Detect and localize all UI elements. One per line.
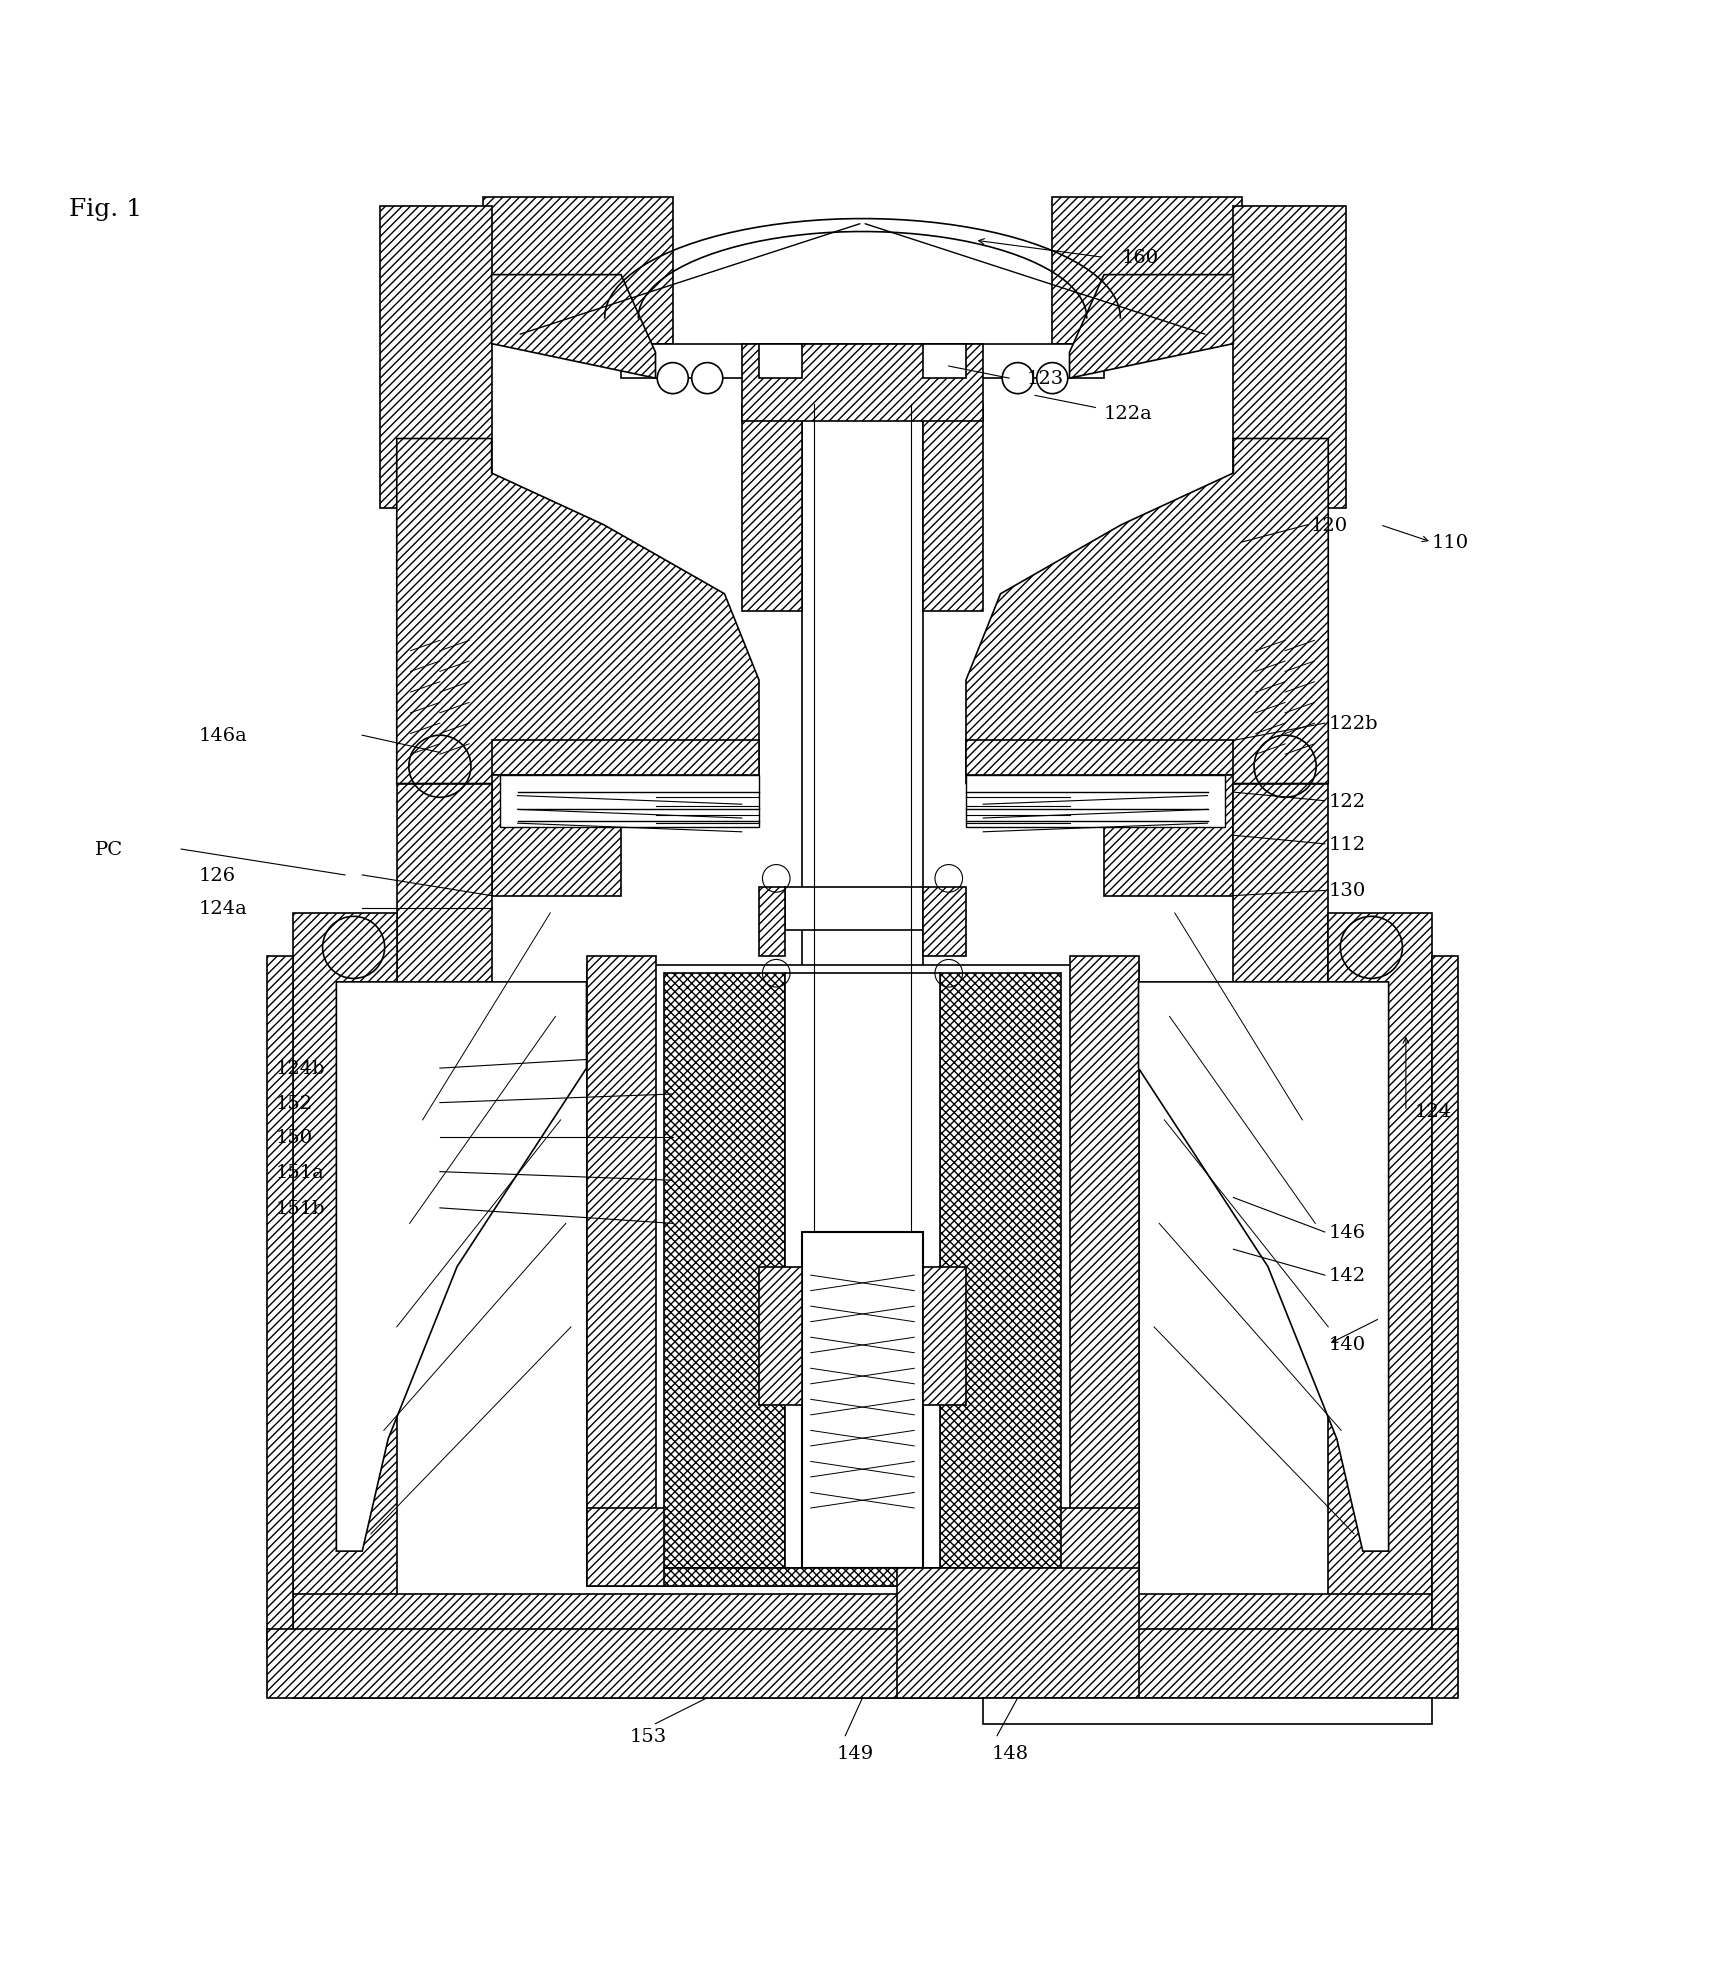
Text: 124b: 124b [276, 1060, 326, 1078]
Text: 123: 123 [1026, 371, 1064, 388]
Text: 122a: 122a [1104, 404, 1152, 422]
Polygon shape [1138, 983, 1389, 1552]
Polygon shape [293, 914, 397, 1699]
Bar [586, 965, 1138, 1586]
Polygon shape [500, 775, 759, 826]
Bar [802, 404, 923, 1233]
Polygon shape [940, 973, 1061, 1568]
Polygon shape [966, 741, 1233, 775]
Circle shape [692, 363, 723, 394]
Text: 151b: 151b [276, 1199, 326, 1217]
Text: 148: 148 [992, 1744, 1030, 1762]
Polygon shape [1104, 775, 1233, 896]
Text: 120: 120 [1311, 517, 1349, 535]
Polygon shape [664, 973, 785, 1568]
Polygon shape [293, 1594, 1432, 1699]
Circle shape [1002, 363, 1033, 394]
Circle shape [1037, 363, 1068, 394]
Text: 126: 126 [198, 866, 236, 884]
Text: 146: 146 [1328, 1223, 1366, 1241]
Polygon shape [1233, 206, 1346, 507]
Polygon shape [1328, 914, 1432, 1699]
Polygon shape [492, 741, 759, 775]
Bar [802, 1233, 923, 1568]
Text: PC: PC [95, 840, 122, 858]
Polygon shape [492, 775, 621, 896]
Text: 110: 110 [1432, 533, 1470, 551]
Text: 130: 130 [1328, 882, 1366, 900]
Polygon shape [267, 957, 293, 1647]
Polygon shape [492, 275, 656, 379]
Polygon shape [1233, 785, 1328, 991]
Polygon shape [664, 1568, 1061, 1586]
Polygon shape [742, 345, 983, 422]
Polygon shape [397, 440, 759, 785]
Polygon shape [897, 1568, 1138, 1699]
Text: Fig. 1: Fig. 1 [69, 198, 141, 220]
Polygon shape [1070, 957, 1138, 1586]
Text: 152: 152 [276, 1094, 314, 1112]
Polygon shape [923, 888, 966, 957]
Text: 122: 122 [1328, 793, 1366, 811]
Polygon shape [923, 404, 983, 612]
Text: 149: 149 [837, 1744, 875, 1762]
Text: 124a: 124a [198, 900, 247, 918]
Polygon shape [785, 888, 923, 932]
Polygon shape [1432, 957, 1458, 1647]
Polygon shape [983, 1699, 1432, 1724]
Text: 122b: 122b [1328, 716, 1378, 733]
Text: 150: 150 [276, 1128, 314, 1146]
Polygon shape [397, 785, 492, 991]
Text: 151a: 151a [276, 1163, 324, 1181]
Polygon shape [483, 198, 673, 345]
Text: 112: 112 [1328, 836, 1366, 854]
Polygon shape [336, 983, 586, 1552]
Text: 153: 153 [630, 1726, 668, 1744]
Polygon shape [759, 888, 785, 957]
Bar [785, 973, 940, 1568]
Text: 142: 142 [1328, 1266, 1366, 1284]
Text: 124: 124 [1414, 1102, 1452, 1120]
Circle shape [657, 363, 688, 394]
Text: 140: 140 [1328, 1336, 1366, 1354]
Polygon shape [267, 1629, 1458, 1699]
Polygon shape [966, 440, 1328, 785]
Polygon shape [742, 404, 802, 612]
Polygon shape [923, 345, 966, 379]
Polygon shape [586, 1508, 1138, 1586]
Text: 160: 160 [1121, 250, 1159, 268]
Polygon shape [380, 206, 492, 507]
Polygon shape [966, 775, 1225, 826]
Polygon shape [923, 1266, 966, 1405]
Polygon shape [586, 957, 656, 1586]
Polygon shape [621, 345, 1104, 379]
Polygon shape [759, 345, 802, 379]
Polygon shape [1052, 198, 1242, 345]
Polygon shape [1070, 275, 1233, 379]
Text: 146a: 146a [198, 727, 247, 745]
Polygon shape [759, 1266, 802, 1405]
